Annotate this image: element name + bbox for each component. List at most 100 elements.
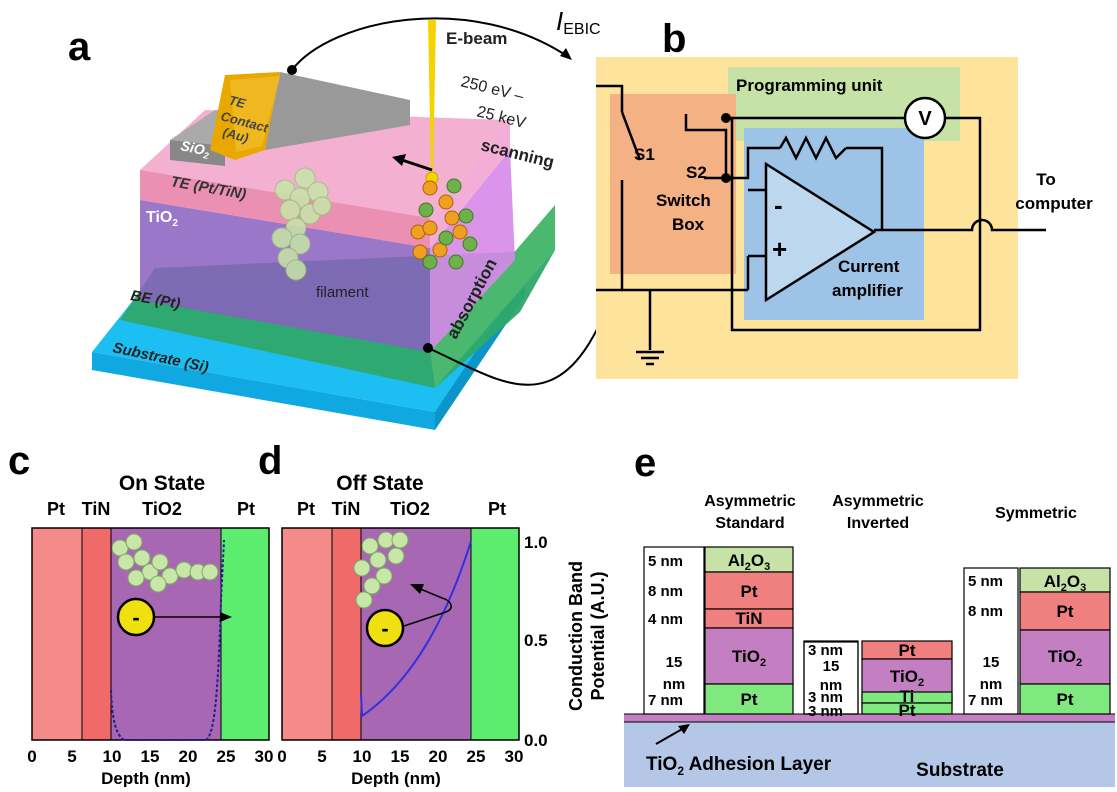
panel-label-c: c [8,439,30,483]
svg-text:nm: nm [820,677,843,694]
svg-text:5: 5 [317,747,326,766]
on-state-title: On State [119,472,205,495]
svg-text:8 nm: 8 nm [968,603,1003,620]
iebic-arrowhead [560,48,572,60]
e-substrate-label: Substrate [916,760,1004,781]
svg-text:Al2O3: Al2O3 [1044,572,1086,594]
c-xlabel: Depth (nm) [101,769,191,787]
svg-text:5 nm: 5 nm [648,553,683,570]
op-amp-plus: + [772,234,787,264]
svg-text:nm: nm [980,676,1003,693]
svg-text:15: 15 [141,747,160,766]
svg-text:TiN: TiN [735,609,762,628]
c-region-pt-left: Pt [47,499,65,519]
switch-box-label-1: Switch [656,191,711,210]
be-node [423,343,433,353]
svg-text:Al2O3: Al2O3 [728,551,770,573]
svg-text:Pt: Pt [1057,602,1074,621]
te-contact-node [287,65,297,75]
panel-d: d Off State Pt TiN TiO2 Pt - 0 5 10 15 2… [258,439,608,788]
current-amplifier-label-1: Current [838,257,900,276]
te-contact-bar [265,72,410,150]
stack2-title-1: Asymmetric [832,493,924,510]
d-pt-right-band [471,528,519,740]
svg-text:10: 10 [353,747,372,766]
substrate-si-front [92,352,435,430]
te-contact-au-top [230,76,280,152]
off-state-title: Off State [336,472,424,495]
panel-c: c On State Pt TiN TiO2 Pt - 0 5 10 15 [8,439,274,788]
svg-text:25: 25 [467,747,486,766]
d-frame [281,527,520,741]
tio2-label: TiO2 [146,209,178,229]
drift-arrowhead [392,154,406,166]
panel-label-e: e [634,441,656,485]
e-adhesion-pointer-head [678,724,690,734]
filament-label: filament [316,284,369,301]
energy-label-1: 250 eV – [459,73,525,105]
feedback-resistor [778,135,847,161]
svg-text:25: 25 [217,747,236,766]
iebic-wire-top [291,17,571,71]
d-tin-band [332,528,361,740]
stack-asymmetric-standard: 5 nm 8 nm 4 nm 15 nm 7 nm Al2O3 Pt TiN T… [643,546,794,715]
e-adhesion-label: TiO2 Adhesion Layer [646,754,832,778]
svg-text:15: 15 [983,654,1000,671]
d-electron-sign: - [381,616,388,641]
c-tin-band [82,528,111,740]
carriers [410,178,478,270]
svg-text:30: 30 [255,747,274,766]
d-electron-arrow [403,587,452,627]
svg-text:3 nm: 3 nm [808,689,843,706]
filament-particles [271,167,332,281]
s1-label: S1 [634,145,655,164]
ground-symbol [636,350,664,366]
e-substrate [624,722,1115,787]
c-potential-curve [110,539,225,741]
svg-text:8 nm: 8 nm [648,583,683,600]
c-electron-sign: - [132,605,139,630]
stack1-title-1: Asymmetric [704,493,796,510]
d-ylabel-1: Conduction Band [566,561,586,711]
d-region-tin: TiN [332,499,361,519]
svg-text:Pt: Pt [899,701,916,720]
voltmeter-label: V [918,108,932,130]
to-computer-label-2: computer [1015,194,1093,213]
switch-box-label-2: Box [672,215,705,234]
c-region-tio2: TiO2 [142,499,182,519]
svg-text:0.0: 0.0 [524,731,548,750]
d-region-pt-left: Pt [297,499,315,519]
svg-text:3 nm: 3 nm [808,703,843,720]
svg-text:15: 15 [823,658,840,675]
svg-text:4 nm: 4 nm [648,611,683,628]
stack3-title-1: Symmetric [995,505,1077,522]
svg-text:0: 0 [27,747,36,766]
op-amp [764,161,877,303]
panel-label-a: a [68,25,91,69]
panel-a: a TE Contact (Au) SiO2 TE (Pt/TiN) TiO2 … [68,6,611,430]
svg-text:5 nm: 5 nm [968,573,1003,590]
svg-text:TiO2: TiO2 [732,647,766,669]
c-region-tin: TiN [82,499,111,519]
svg-text:TiO2: TiO2 [1048,647,1082,669]
ebeam-label: E-beam [446,29,507,48]
programming-unit-label: Programming unit [736,76,883,95]
panel-b: b Programming unit - + [596,17,1093,379]
svg-text:15: 15 [666,654,683,671]
svg-text:3 nm: 3 nm [808,642,843,659]
s2-label: S2 [686,163,707,182]
switch-box [610,94,736,274]
d-yticks: 0.0 0.5 1.0 [524,533,548,750]
d-pt-left-band [282,528,332,740]
svg-text:Pt: Pt [1057,690,1074,709]
svg-text:Ti: Ti [900,687,915,706]
d-electron-arrowhead [410,584,424,594]
be-pt-side [430,205,555,388]
svg-text:1.0: 1.0 [524,533,548,552]
iebic-label: IEBIC [556,6,601,38]
svg-text:TiO2: TiO2 [890,667,924,689]
c-frame [31,527,270,741]
panel-label-d: d [258,439,282,483]
d-region-pt-right: Pt [488,499,506,519]
